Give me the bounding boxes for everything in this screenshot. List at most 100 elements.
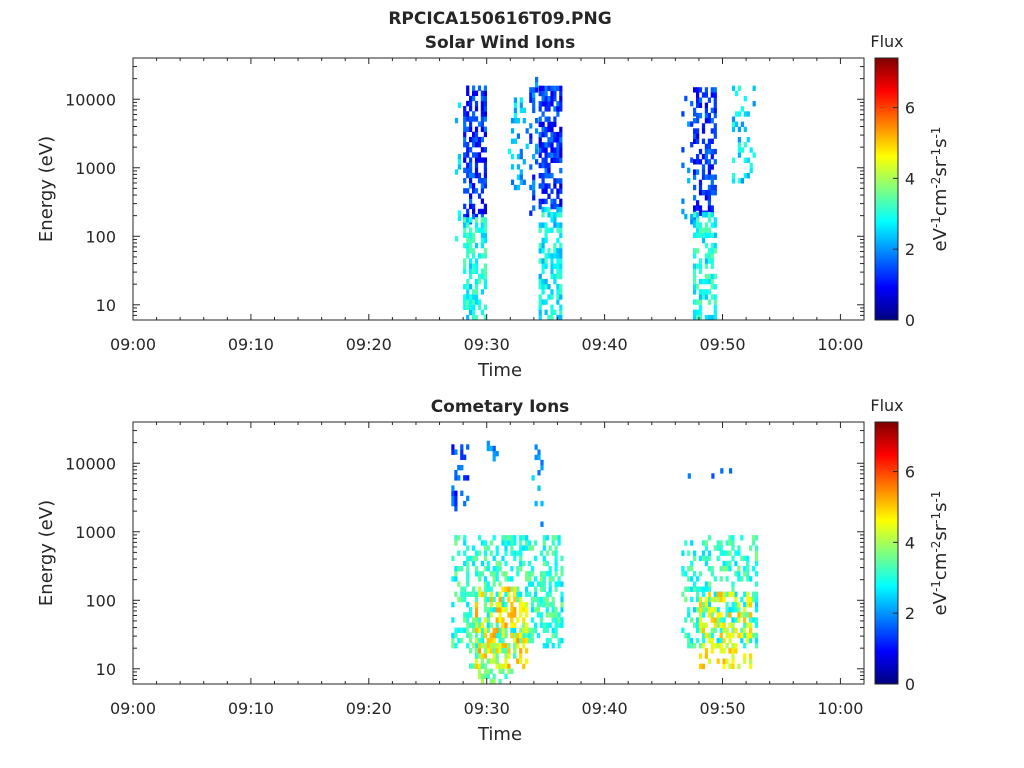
heatmap-cell — [504, 607, 508, 613]
y-tick-label: 10000 — [65, 90, 116, 109]
heatmap-cell — [501, 668, 505, 674]
heatmap-cell — [746, 622, 750, 628]
heatmap-cell — [547, 121, 551, 128]
heatmap-cell — [477, 227, 482, 233]
heatmap-cell — [749, 147, 753, 153]
heatmap-cell — [550, 121, 554, 128]
heatmap-cell — [474, 632, 479, 638]
heatmap-cell — [556, 193, 560, 199]
heatmap-cell — [457, 637, 461, 644]
heatmap-cell — [749, 653, 753, 659]
heatmap-cell — [737, 607, 741, 613]
heatmap-cell — [690, 142, 694, 148]
heatmap-cell — [693, 133, 697, 139]
heatmap-cell — [731, 601, 735, 608]
heatmap-cell — [495, 642, 499, 649]
heatmap-cell — [713, 184, 717, 191]
heatmap-cell — [752, 540, 756, 546]
heatmap-cell — [486, 545, 490, 551]
heatmap-cells — [451, 440, 759, 685]
heatmap-cell — [550, 126, 554, 133]
heatmap-cell — [754, 555, 759, 562]
heatmap-cell — [489, 612, 493, 618]
heatmap-cell — [451, 444, 455, 450]
heatmap-cell — [480, 208, 484, 215]
heatmap-cell — [719, 637, 723, 644]
heatmap-cell — [713, 607, 717, 613]
x-axis-label: Time — [477, 724, 522, 745]
heatmap-cell — [457, 627, 461, 633]
heatmap-cell — [504, 658, 508, 664]
y-axis-label: Energy (eV) — [36, 500, 57, 606]
heatmap-cell — [483, 203, 487, 210]
heatmap-cell — [696, 159, 700, 165]
heatmap-cell — [522, 159, 526, 165]
heatmap-cell — [528, 576, 532, 582]
heatmap-cell — [510, 586, 514, 592]
heatmap-cell — [483, 183, 487, 189]
heatmap-cell — [541, 278, 545, 285]
heatmap-cell — [728, 638, 732, 644]
heatmap-cell — [538, 278, 542, 285]
heatmap-cell — [693, 581, 697, 587]
heatmap-cell — [469, 147, 473, 153]
heatmap-cell — [707, 190, 711, 196]
heatmap-cell — [472, 142, 476, 148]
heatmap-cell — [541, 126, 545, 133]
heatmap-cell — [463, 299, 467, 305]
heatmap-cell — [483, 90, 487, 96]
heatmap-cell — [541, 263, 545, 269]
heatmap-cell — [551, 596, 555, 603]
heatmap-cell — [483, 314, 487, 321]
heatmap-cell — [698, 289, 703, 295]
heatmap-cell — [749, 612, 753, 618]
heatmap-cell — [740, 178, 744, 184]
heatmap-cell — [704, 159, 708, 165]
heatmap-cell — [547, 183, 551, 189]
heatmap-cell — [474, 612, 479, 618]
heatmap-cell — [728, 566, 732, 572]
heatmap-cell — [516, 586, 520, 592]
heatmap-cell — [693, 111, 697, 117]
heatmap-cell — [693, 232, 697, 238]
heatmap-cell — [466, 208, 470, 215]
heatmap-cell — [474, 622, 479, 628]
heatmap-cell — [480, 309, 484, 316]
heatmap-cell — [707, 205, 711, 211]
heatmap-cell — [554, 617, 558, 623]
heatmap-cell — [472, 304, 476, 310]
x-tick-label: 10:00 — [817, 699, 863, 718]
heatmap-cell — [477, 586, 482, 592]
heatmap-cell — [538, 304, 542, 310]
heatmap-cell — [737, 142, 741, 148]
heatmap-cell — [740, 632, 744, 639]
heatmap-cell — [532, 190, 536, 196]
heatmap-cell — [707, 596, 711, 603]
heatmap-cell — [550, 227, 554, 233]
heatmap-cell — [740, 535, 744, 541]
heatmap-cell — [696, 284, 700, 290]
heatmap-cell — [522, 617, 526, 623]
heatmap-cell — [544, 85, 548, 92]
heatmap-cell — [477, 622, 482, 628]
heatmap-cell — [734, 550, 738, 556]
heatmap-cell — [548, 591, 552, 597]
heatmap-cell — [477, 643, 482, 649]
heatmap-cell — [547, 193, 551, 199]
heatmap-cell — [498, 663, 502, 669]
heatmap-cell — [556, 106, 560, 112]
heatmap-cell — [701, 591, 706, 597]
heatmap-cell — [472, 591, 476, 597]
heatmap-cell — [486, 658, 490, 664]
heatmap-cell — [731, 658, 735, 664]
heatmap-cell — [472, 111, 476, 117]
heatmap-cell — [559, 227, 563, 233]
heatmap-cell — [528, 560, 532, 567]
heatmap-cell — [530, 601, 535, 608]
heatmap-cell — [516, 118, 520, 124]
heatmap-cell — [728, 622, 732, 628]
heatmap-cell — [734, 591, 738, 597]
colorbar-title: Flux — [870, 396, 903, 415]
heatmap-cell — [483, 227, 487, 233]
heatmap-cell — [690, 576, 694, 582]
